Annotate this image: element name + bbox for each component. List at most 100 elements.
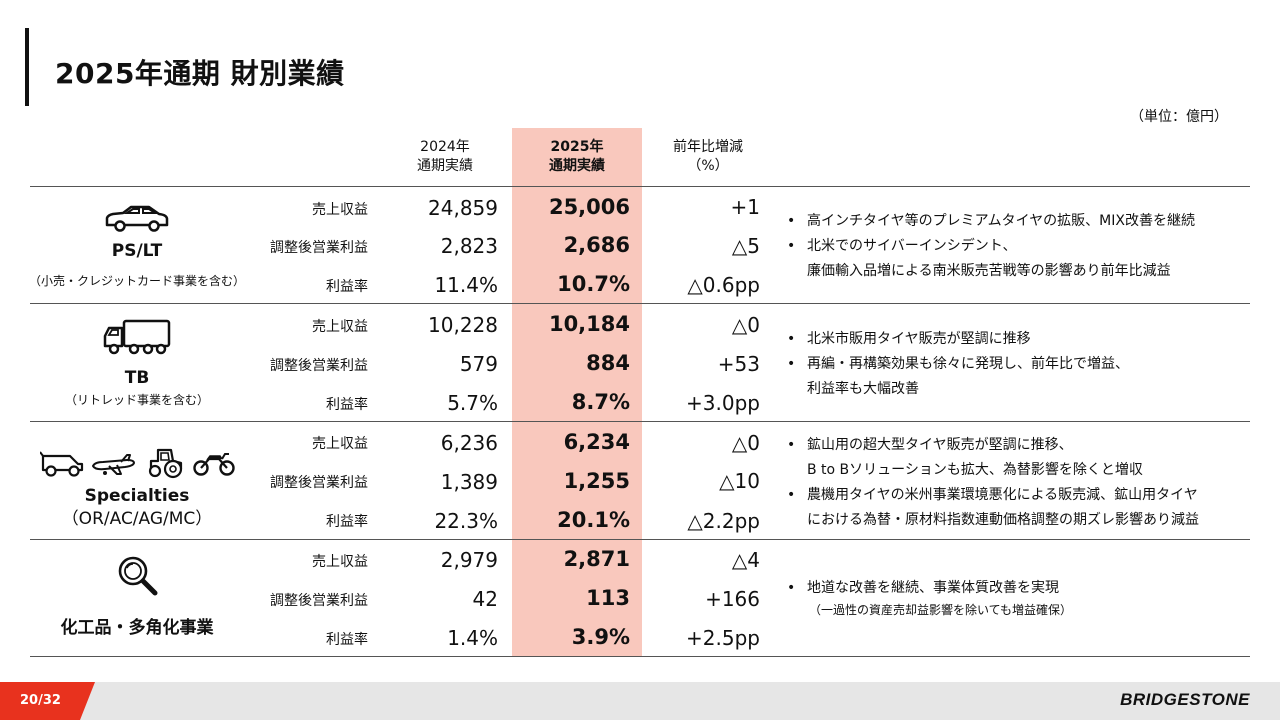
value-change: △0 <box>731 431 760 455</box>
value-2024: 2,979 <box>440 548 498 572</box>
segment-subtitle: （小売・クレジットカード事業を含む） <box>28 274 245 288</box>
segment-subtitle: （リトレッド事業を含む） <box>64 393 209 407</box>
segment-name: TB <box>124 368 150 388</box>
footer-bar <box>0 682 1280 720</box>
metric-label: 調整後営業利益 <box>270 240 368 256</box>
col-header-2025: 2025年 通期実績 <box>512 138 642 176</box>
bullet-item: • 再編・再構築効果も徐々に発現し、前年比で増益、 <box>787 356 1129 372</box>
value-2024: 579 <box>459 352 498 376</box>
table-divider <box>30 539 1250 540</box>
metric-label: 利益率 <box>326 279 368 295</box>
segment-name: 化工品・多角化事業 <box>60 618 214 638</box>
col-header-2025-line1: 2025年 <box>550 139 604 155</box>
bullet-text: 北米市販用タイヤ販売が堅調に推移 <box>807 331 1031 347</box>
metric-label: 調整後営業利益 <box>270 358 368 374</box>
bullet-continuation: における為替・原材料指数連動価格調整の期ズレ影響あり減益 <box>807 512 1199 528</box>
segment-notes: • 地道な改善を継続、事業体質改善を実現 （一過性の資産売却益影響を除いても増益確… <box>787 576 1072 619</box>
value-2024: 42 <box>472 587 498 611</box>
col-header-2024: 2024年 通期実績 <box>380 138 510 176</box>
title-accent-bar <box>25 28 29 106</box>
page-number-tab <box>0 682 95 720</box>
value-2025: 10.7% <box>557 272 630 296</box>
table-divider <box>30 656 1250 657</box>
value-change: △0 <box>731 313 760 337</box>
bullet-continuation: B to Bソリューションも拡大、為替影響を除くと増収 <box>807 462 1143 478</box>
bullet-continuation: 利益率も大幅改善 <box>807 381 919 397</box>
bullet-text: 高インチタイヤ等のプレミアムタイヤの拡販、MIX改善を継続 <box>807 213 1195 229</box>
value-2025: 113 <box>586 586 630 610</box>
bullet-item: • 北米市販用タイヤ販売が堅調に推移 <box>787 331 1031 347</box>
metric-label: 調整後営業利益 <box>270 475 368 491</box>
magnifier-icon <box>118 556 158 596</box>
value-change: △2.2pp <box>687 509 760 533</box>
unit-label: （単位：億円） <box>1130 109 1228 125</box>
metric-label: 利益率 <box>326 397 368 413</box>
segment-name-block: 化工品・多角化事業 <box>17 616 257 640</box>
segment-name-block: TB （リトレッド事業を含む） <box>17 366 257 409</box>
mining-truck-icon <box>40 451 84 477</box>
value-2024: 5.7% <box>447 391 498 415</box>
brand-logo: BRIDGESTONE <box>1120 690 1250 709</box>
value-2024: 1.4% <box>447 626 498 650</box>
value-2025: 10,184 <box>548 312 630 336</box>
page-title: 2025年通期 財別業績 <box>55 57 345 90</box>
table-divider <box>30 303 1250 304</box>
value-change: +1 <box>730 195 760 219</box>
bullet-item: • 地道な改善を継続、事業体質改善を実現 <box>787 580 1059 596</box>
truck-icon <box>103 319 171 355</box>
col-header-2024-line1: 2024年 <box>420 139 470 155</box>
bullet-item: • 北米でのサイバーインシデント、 <box>787 238 1017 254</box>
value-change: △0.6pp <box>687 273 760 297</box>
value-2025: 2,871 <box>563 547 630 571</box>
tractor-icon <box>148 448 183 479</box>
value-change: △10 <box>719 469 760 493</box>
value-2025: 884 <box>586 351 630 375</box>
bullet-continuation: 廉価輸入品増による南米販売苦戦等の影響あり前年比減益 <box>807 263 1171 279</box>
segment-notes: • 鉱山用の超大型タイヤ販売が堅調に推移、 B to Bソリューションも拡大、為替… <box>787 433 1199 533</box>
col-header-2025-line2: 通期実績 <box>549 158 605 174</box>
metric-label: 売上収益 <box>312 436 368 452</box>
bullet-text: 再編・再構築効果も徐々に発現し、前年比で増益、 <box>807 356 1129 372</box>
segment-notes: • 北米市販用タイヤ販売が堅調に推移 • 再編・再構築効果も徐々に発現し、前年比で増… <box>787 327 1129 402</box>
bullet-text: 北米でのサイバーインシデント、 <box>807 238 1017 254</box>
value-2025: 1,255 <box>563 469 630 493</box>
col-header-change-line2: （%） <box>687 158 729 174</box>
bullet-item: • 高インチタイヤ等のプレミアムタイヤの拡販、MIX改善を継続 <box>787 213 1195 229</box>
bullet-text: 地道な改善を継続、事業体質改善を実現 <box>807 580 1059 596</box>
table-divider <box>30 186 1250 187</box>
airplane-icon <box>92 454 135 475</box>
value-2024: 24,859 <box>428 196 498 220</box>
value-2024: 22.3% <box>434 509 498 533</box>
segment-name-block: Specialties （OR/AC/AG/MC） <box>17 485 257 531</box>
segment-subtitle: （OR/AC/AG/MC） <box>61 509 213 529</box>
metric-label: 売上収益 <box>312 202 368 218</box>
value-2024: 1,389 <box>440 470 498 494</box>
bullet-item: • 鉱山用の超大型タイヤ販売が堅調に推移、 <box>787 437 1073 453</box>
table-divider <box>30 421 1250 422</box>
bullet-item: • 農機用タイヤの米州事業環境悪化による販売減、鉱山用タイヤ <box>787 487 1198 503</box>
metric-label: 利益率 <box>326 632 368 648</box>
motorcycle-icon <box>193 453 235 476</box>
value-2025: 20.1% <box>557 508 630 532</box>
value-2024: 11.4% <box>434 273 498 297</box>
car-icon <box>105 205 169 232</box>
col-header-2024-line2: 通期実績 <box>417 158 473 174</box>
value-change: △4 <box>731 548 760 572</box>
value-change: +2.5pp <box>686 626 760 650</box>
value-change: +3.0pp <box>686 391 760 415</box>
bullet-text: 鉱山用の超大型タイヤ販売が堅調に推移、 <box>807 437 1073 453</box>
value-2025: 8.7% <box>571 390 630 414</box>
value-2024: 6,236 <box>440 431 498 455</box>
col-header-change: 前年比増減 （%） <box>643 138 773 176</box>
value-2024: 10,228 <box>428 313 498 337</box>
value-2025: 6,234 <box>563 430 630 454</box>
segment-name-block: PS/LT （小売・クレジットカード事業を含む） <box>17 239 257 290</box>
value-change: +166 <box>705 587 760 611</box>
bullet-text: 農機用タイヤの米州事業環境悪化による販売減、鉱山用タイヤ <box>807 487 1198 503</box>
metric-label: 利益率 <box>326 514 368 530</box>
value-2025: 25,006 <box>548 195 630 219</box>
metric-label: 売上収益 <box>312 554 368 570</box>
metric-label: 調整後営業利益 <box>270 593 368 609</box>
bullet-note: （一過性の資産売却益影響を除いても増益確保） <box>809 603 1073 617</box>
metric-label: 売上収益 <box>312 319 368 335</box>
